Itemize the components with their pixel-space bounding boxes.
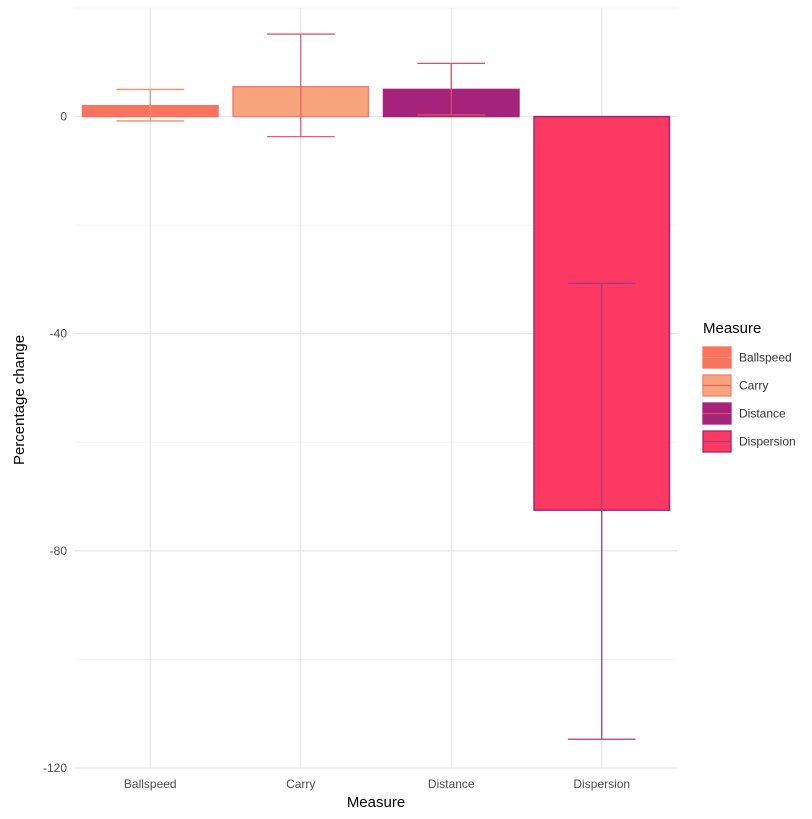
legend-label: Carry <box>739 379 768 393</box>
y-tick-label: 0 <box>60 110 67 124</box>
y-tick-label: -80 <box>50 544 68 558</box>
bars <box>81 85 671 511</box>
legend-label: Distance <box>739 407 786 421</box>
error-bar-dispersion <box>567 282 636 740</box>
legend: Measure Ballspeed Carry Distance Dispersion <box>702 320 796 453</box>
legend-label: Dispersion <box>739 435 796 449</box>
x-tick-label: Ballspeed <box>124 777 177 791</box>
y-axis-title: Percentage change <box>11 335 28 465</box>
x-axis-ticks: Ballspeed Carry Distance Dispersion <box>124 777 630 791</box>
y-axis-ticks: 0 -40 -80 -120 <box>43 110 67 775</box>
y-tick-label: -40 <box>50 327 68 341</box>
x-tick-label: Distance <box>428 777 475 791</box>
legend-title: Measure <box>703 320 761 337</box>
x-tick-label: Carry <box>286 777 315 791</box>
error-bar-carry <box>266 33 335 138</box>
error-bar-ballspeed <box>116 88 185 122</box>
error-bars <box>116 33 636 740</box>
x-tick-label: Dispersion <box>573 777 630 791</box>
legend-item-carry: Carry <box>702 374 768 397</box>
legend-item-dispersion: Dispersion <box>702 430 796 453</box>
legend-label: Ballspeed <box>739 351 792 365</box>
legend-items: Ballspeed Carry Distance Dispersion <box>702 346 796 453</box>
y-tick-label: -120 <box>43 761 67 775</box>
x-axis-title: Measure <box>347 794 405 811</box>
error-bar-distance <box>417 62 486 116</box>
legend-item-distance: Distance <box>702 402 786 425</box>
legend-item-ballspeed: Ballspeed <box>702 346 792 369</box>
